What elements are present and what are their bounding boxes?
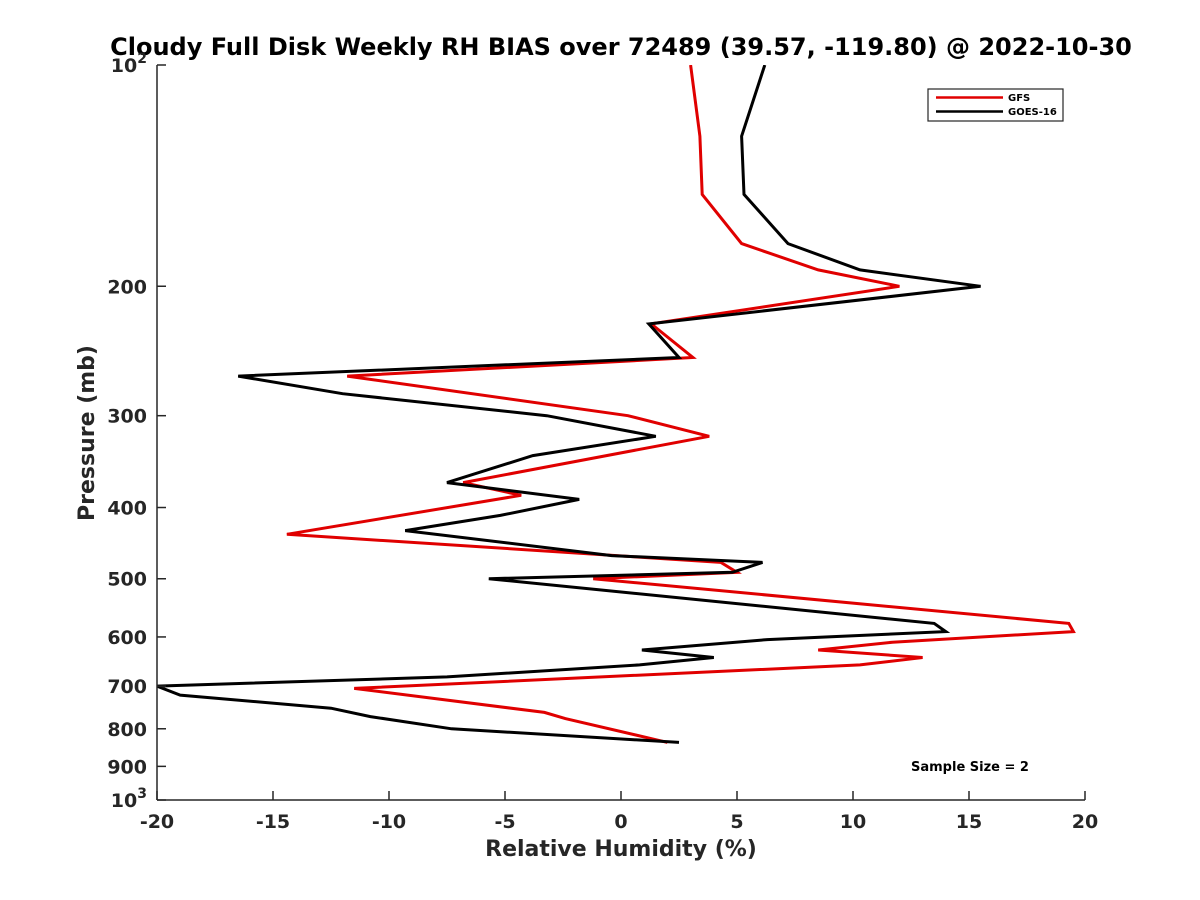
y-tick-label: 200 bbox=[107, 276, 147, 298]
x-tick-label: 5 bbox=[730, 811, 743, 833]
x-tick-label: 15 bbox=[956, 811, 982, 833]
legend-box bbox=[927, 88, 1064, 122]
x-tick-label: 0 bbox=[614, 811, 627, 833]
legend-label-gfs: GFS bbox=[1008, 93, 1030, 104]
y-tick-label: 500 bbox=[107, 569, 147, 591]
y-axis-label: Pressure (mb) bbox=[75, 345, 100, 521]
x-tick-label: -10 bbox=[372, 811, 406, 833]
legend: GFS GOES-16 bbox=[927, 88, 1064, 122]
x-tick-label: 10 bbox=[840, 811, 866, 833]
y-tick-label: 300 bbox=[107, 406, 147, 428]
x-tick-label: -15 bbox=[256, 811, 290, 833]
y-tick-label: 102 bbox=[111, 51, 147, 77]
x-tick-label: -20 bbox=[140, 811, 174, 833]
y-tick-label: 800 bbox=[107, 719, 147, 741]
sample-size-annotation: Sample Size = 2 bbox=[911, 760, 1029, 775]
plot-lines bbox=[157, 65, 1076, 744]
y-tick-label: 900 bbox=[107, 756, 147, 778]
y-axis-ticks: 102 200 300 400 500 600 700 800 900 103 bbox=[107, 51, 166, 812]
y-tick-label: 700 bbox=[107, 676, 147, 698]
x-axis-label: Relative Humidity (%) bbox=[485, 837, 757, 862]
series-line-gfs bbox=[286, 65, 1076, 744]
x-tick-label: 20 bbox=[1072, 811, 1098, 833]
axes bbox=[156, 65, 1085, 801]
y-tick-label: 400 bbox=[107, 498, 147, 520]
y-tick-label: 103 bbox=[111, 786, 147, 812]
legend-label-goes16: GOES-16 bbox=[1008, 107, 1057, 118]
y-tick-label: 600 bbox=[107, 627, 147, 649]
x-axis-ticks: -20 -15 -10 -5 0 5 10 15 20 bbox=[140, 791, 1098, 833]
series-line-goes16 bbox=[157, 65, 981, 744]
x-tick-label: -5 bbox=[494, 811, 515, 833]
chart-title: Cloudy Full Disk Weekly RH BIAS over 724… bbox=[110, 33, 1132, 61]
